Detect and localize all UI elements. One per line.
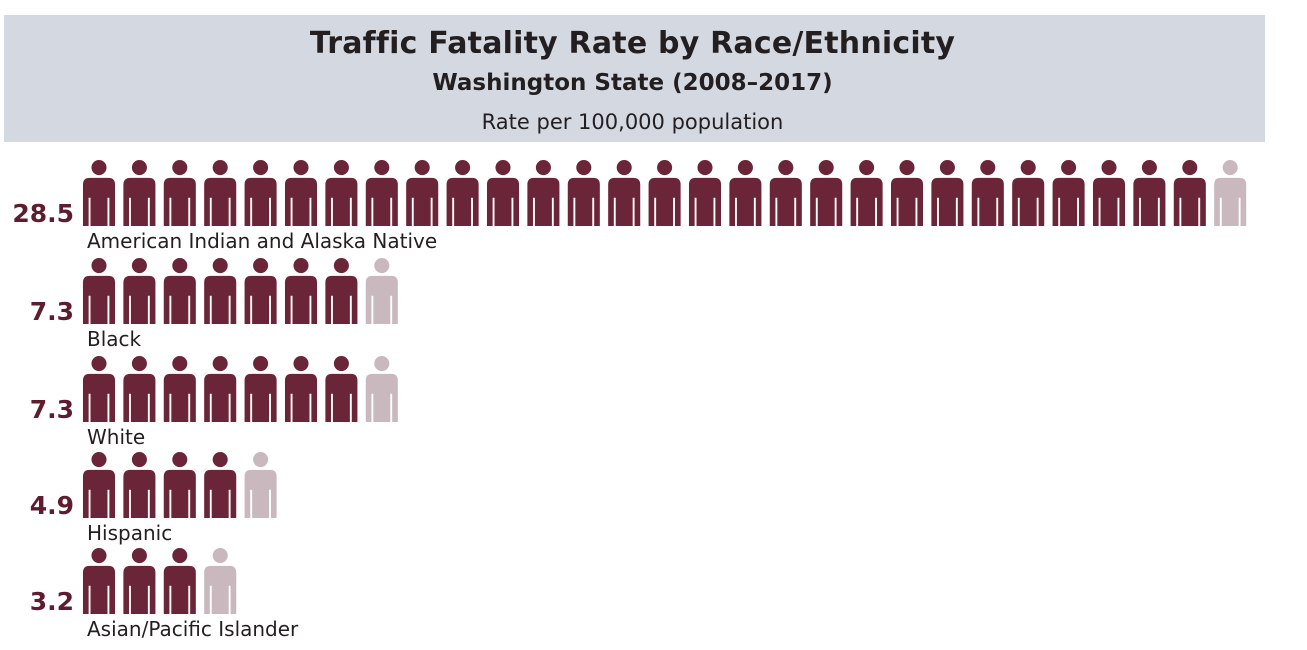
person-icon [1092, 160, 1126, 226]
chart-note: Rate per 100,000 population [481, 110, 784, 134]
person-icon [325, 160, 358, 226]
value-label: 7.3 [30, 395, 74, 424]
person-icon [284, 160, 318, 226]
person-icon-remainder [204, 548, 237, 614]
value-label: 28.5 [12, 199, 74, 228]
pictogram-row: 7.3 Black [30, 258, 398, 351]
person-icon-remainder [365, 258, 398, 324]
person-icon [1133, 160, 1166, 226]
person-icon [82, 356, 116, 422]
person-icon [648, 160, 681, 226]
person-icon-remainder [365, 356, 398, 422]
person-icon [688, 160, 722, 226]
person-icon [163, 356, 196, 422]
person-icon [82, 548, 116, 614]
person-icon [284, 258, 318, 324]
person-icon-remainder [1214, 160, 1247, 226]
value-label: 4.9 [30, 491, 74, 520]
person-icon [163, 548, 196, 614]
pictogram-row: 3.2 Asian/Pacific Islander [30, 548, 299, 641]
person-icon [163, 160, 196, 226]
person-icon [325, 356, 358, 422]
category-label: Hispanic [87, 521, 172, 545]
person-icon [163, 452, 196, 518]
person-icon [244, 258, 277, 324]
person-icon [82, 258, 116, 324]
person-icon [204, 452, 237, 518]
person-icon [1052, 160, 1085, 226]
person-icon [123, 452, 156, 518]
person-icon [123, 356, 156, 422]
person-icon [204, 160, 237, 226]
value-label: 7.3 [30, 297, 74, 326]
person-icon [244, 356, 277, 422]
pictogram-row: 28.5 American Indian and Alaska Native [12, 160, 1247, 253]
value-label: 3.2 [30, 587, 74, 616]
person-icon [486, 160, 520, 226]
person-icon [325, 258, 358, 324]
person-icon [608, 160, 641, 226]
person-icon [123, 258, 156, 324]
person-icon [810, 160, 843, 226]
person-icon [204, 258, 237, 324]
person-icon [204, 356, 237, 422]
person-icon [284, 356, 318, 422]
person-icon [850, 160, 883, 226]
person-icon [527, 160, 560, 226]
person-icon [971, 160, 1004, 226]
category-label: American Indian and Alaska Native [87, 229, 437, 253]
chart-title: Traffic Fatality Rate by Race/Ethnicity [309, 26, 956, 61]
person-icon [406, 160, 439, 226]
category-label: Asian/Pacific Islander [87, 617, 299, 641]
person-icon [890, 160, 924, 226]
person-icon-remainder [244, 452, 277, 518]
person-icon [1173, 160, 1206, 226]
person-icon [123, 548, 156, 614]
person-icon [769, 160, 802, 226]
chart-header [4, 15, 1265, 142]
person-icon [82, 452, 116, 518]
chart-subtitle: Washington State (2008–2017) [432, 70, 833, 96]
person-icon [931, 160, 964, 226]
person-icon [365, 160, 398, 226]
pictogram-row: 4.9 Hispanic [30, 452, 277, 545]
person-icon [163, 258, 196, 324]
person-icon [1012, 160, 1045, 226]
person-icon [244, 160, 277, 226]
person-icon [446, 160, 479, 226]
category-label: White [87, 425, 145, 449]
person-icon [567, 160, 600, 226]
person-icon [123, 160, 156, 226]
person-icon [82, 160, 116, 226]
category-label: Black [87, 327, 142, 351]
person-icon [729, 160, 762, 226]
pictogram-row: 7.3 White [30, 356, 398, 449]
